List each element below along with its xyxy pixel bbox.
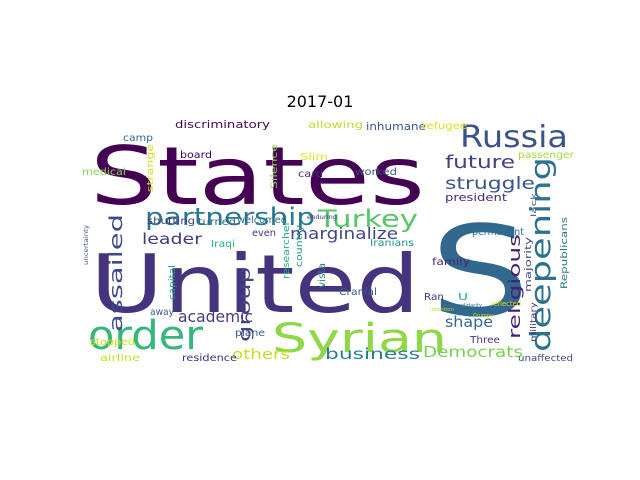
cloud-word: permanent xyxy=(472,227,524,238)
cloud-word: marginalize xyxy=(290,224,398,243)
cloud-word: Three xyxy=(469,335,500,346)
cloud-word: Iraqi xyxy=(211,239,235,250)
cloud-word: uncertainty xyxy=(83,224,90,265)
cloud-word: Turkey xyxy=(317,205,418,233)
cloud-word: country xyxy=(295,224,305,267)
cloud-word: passenger xyxy=(518,150,575,161)
cloud-word: majority xyxy=(524,236,534,292)
cloud-word: academic xyxy=(178,307,253,326)
cloud-word: shape xyxy=(445,313,493,331)
cloud-word: Slim xyxy=(300,152,328,163)
cloud-word: strange xyxy=(146,143,156,192)
figure-title: 2017-01 xyxy=(286,92,354,111)
cloud-word: lack xyxy=(530,191,538,217)
cloud-word: worked xyxy=(355,167,397,178)
cloud-word: States xyxy=(90,130,425,223)
cloud-word: vista xyxy=(317,263,328,288)
cloud-word: deepening xyxy=(524,157,557,352)
cloud-word: Syrian xyxy=(272,316,447,362)
word-cloud: States United S Syrian order deepening Russia p… xyxy=(80,117,575,367)
cloud-word: Russia xyxy=(460,120,568,155)
cloud-word: Ran xyxy=(424,292,444,303)
cloud-word: future xyxy=(445,152,515,173)
cloud-word: reflected xyxy=(491,300,521,308)
cloud-word: researcher xyxy=(282,221,292,279)
cloud-word: card xyxy=(298,169,323,180)
cloud-word: leader xyxy=(142,230,203,248)
cloud-word: shutting xyxy=(147,216,195,227)
cloud-word: order xyxy=(88,313,204,359)
cloud-word: partnership xyxy=(145,203,315,231)
cloud-word: away xyxy=(150,307,174,318)
cloud-word: United xyxy=(90,238,420,331)
cloud-word: medical xyxy=(82,167,126,178)
cloud-word: president xyxy=(445,191,508,204)
cloud-word: Iranians xyxy=(370,238,414,249)
cloud-word: Silence xyxy=(270,143,280,189)
cloud-word: religious xyxy=(505,234,524,339)
cloud-word: military xyxy=(529,302,538,342)
cloud-word: Democrats xyxy=(423,343,523,361)
cloud-word: intention xyxy=(430,307,454,313)
cloud-word: camp xyxy=(123,133,153,144)
cloud-word: discriminatory xyxy=(175,118,271,131)
cloud-word: unaffected xyxy=(518,354,573,364)
cloud-word: inhumane xyxy=(366,120,426,133)
cloud-word: solidarity xyxy=(458,303,482,309)
cloud-word: family xyxy=(432,257,470,268)
cloud-word: group xyxy=(235,267,254,342)
cloud-word: welcomed xyxy=(237,215,287,226)
cloud-word: U xyxy=(458,292,468,303)
cloud-word: others xyxy=(232,347,290,363)
cloud-word: assailed xyxy=(106,214,127,332)
cloud-word: Republicans xyxy=(560,217,570,289)
cloud-word: stopped xyxy=(90,337,135,348)
cloud-word: Cranial xyxy=(339,287,377,298)
cloud-word: business xyxy=(325,345,420,363)
cloud-word: capital xyxy=(168,265,178,300)
cloud-word: refugee xyxy=(422,121,467,132)
cloud-word: S xyxy=(430,200,530,345)
cloud-word: struggle xyxy=(445,174,535,194)
cloud-word: even xyxy=(252,228,276,239)
cloud-word: turned xyxy=(198,217,236,228)
cloud-word: residence xyxy=(182,353,237,364)
cloud-word: board xyxy=(180,150,212,161)
cloud-word: airline xyxy=(100,353,140,364)
cloud-word: Grumpy xyxy=(473,313,493,319)
cloud-word: allowing xyxy=(308,120,363,131)
cloud-word: enduring xyxy=(307,214,337,221)
cloud-word: plane xyxy=(235,328,265,339)
